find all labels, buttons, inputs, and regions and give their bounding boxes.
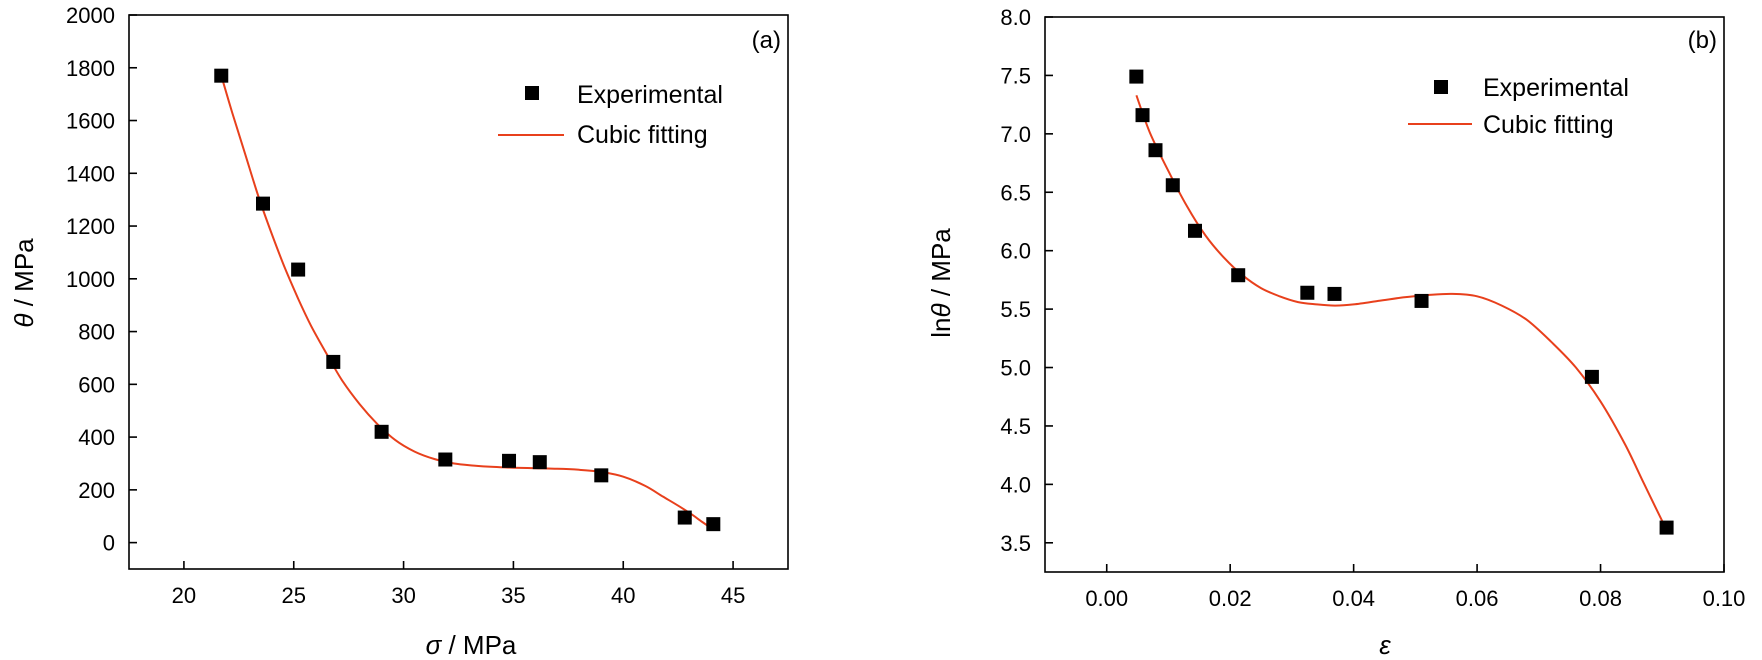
plot-frame-b [1044,16,1725,573]
y-tick-label-b: 3.5 [1000,531,1031,556]
data-point-b [1148,143,1163,158]
data-points-group-b [1129,69,1674,535]
data-point-b [1584,369,1599,384]
x-axis-title-b: ε [1379,630,1391,660]
axis-ticks-a: 20 25 30 35 40 45 0 200 400 600 800 1000 1200 1400 160… [66,3,745,608]
data-point-b [1414,293,1429,308]
legend-a: Experimental Cubic fitting [498,81,723,149]
y-tick-label-b: 4.5 [1000,414,1031,439]
data-point-b [1165,178,1180,193]
data-point-a [706,517,721,532]
x-tick-label-a: 45 [721,583,745,608]
y-tick-label-a: 1800 [66,56,115,81]
legend-b: Experimental Cubic fitting [1408,74,1629,139]
chart-panel-a: 20 25 30 35 40 45 0 200 400 600 800 1000 1200 1400 160… [9,3,789,660]
data-point-b [1327,286,1342,301]
y-axis-title-b: lnθ / MPa [926,228,956,338]
fit-curve-b [1135,94,1667,529]
legend-marker-experimental-b [1434,80,1448,94]
legend-label-experimental-a: Experimental [577,81,723,109]
x-tick-label-b: 0.10 [1703,586,1746,611]
panel-label-a: (a) [752,27,781,54]
data-point-b [1187,223,1202,238]
y-tick-label-a: 1600 [66,109,115,134]
legend-label-experimental-b: Experimental [1483,74,1629,102]
y-tick-label-b: 4.0 [1000,472,1031,497]
fit-curve-group-b [1135,94,1667,529]
data-point-a [255,196,270,211]
data-point-b [1129,69,1144,84]
x-tick-label-b: 0.04 [1332,586,1375,611]
x-tick-label-a: 40 [611,583,635,608]
data-point-a [677,510,692,525]
legend-marker-experimental-a [525,86,539,100]
axis-ticks-b: 0.00 0.02 0.04 0.06 0.08 0.10 3.5 4.0 4.5 5.0 5.5 6… [1000,5,1745,611]
data-points-group-a [214,68,721,532]
data-point-a [214,68,229,83]
y-tick-label-b: 6.5 [1000,180,1031,205]
x-tick-label-b: 0.00 [1085,586,1128,611]
y-tick-label-b: 7.0 [1000,122,1031,147]
x-tick-label-b: 0.02 [1209,586,1252,611]
legend-label-fit-a: Cubic fitting [577,121,708,149]
panel-label-b: (b) [1688,27,1717,54]
y-tick-label-a: 1200 [66,214,115,239]
y-axis-title-a: θ / MPa [9,238,39,328]
x-tick-label-b: 0.06 [1456,586,1499,611]
y-tick-label-a: 1000 [66,267,115,292]
legend-label-fit-b: Cubic fitting [1483,111,1614,139]
x-tick-label-a: 20 [172,583,196,608]
data-point-b [1231,268,1246,283]
y-tick-label-a: 1400 [66,161,115,186]
y-tick-label-b: 5.0 [1000,356,1031,381]
y-tick-label-b: 8.0 [1000,5,1031,30]
x-tick-label-a: 30 [391,583,415,608]
data-point-a [438,452,453,467]
data-point-a [291,262,306,277]
data-point-a [594,468,609,483]
x-axis-title-a: σ / MPa [426,630,517,660]
data-point-b [1300,285,1315,300]
data-point-a [532,455,547,470]
y-tick-label-b: 5.5 [1000,297,1031,322]
y-tick-label-b: 6.0 [1000,239,1031,264]
y-tick-label-a: 400 [78,425,115,450]
data-point-b [1135,108,1150,123]
y-tick-label-a: 800 [78,320,115,345]
x-tick-label-a: 25 [282,583,306,608]
data-point-a [502,453,517,468]
y-tick-label-b: 7.5 [1000,63,1031,88]
y-tick-label-a: 200 [78,478,115,503]
data-point-a [326,354,341,369]
x-tick-label-b: 0.08 [1579,586,1622,611]
plot-frame-a [128,14,789,570]
data-point-a [374,424,389,439]
y-tick-label-a: 2000 [66,3,115,28]
x-tick-label-a: 35 [501,583,525,608]
y-tick-label-a: 600 [78,372,115,397]
y-tick-label-a: 0 [103,531,115,556]
chart-panel-b: 0.00 0.02 0.04 0.06 0.08 0.10 3.5 4.0 4.5 5.0 5.5 6… [926,5,1745,660]
data-point-b [1659,520,1674,535]
